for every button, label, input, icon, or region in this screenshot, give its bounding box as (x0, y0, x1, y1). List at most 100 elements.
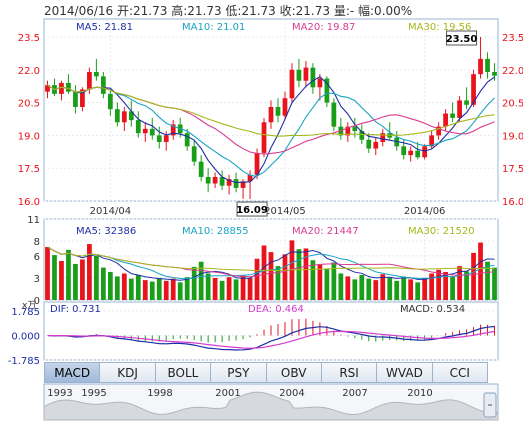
overview-year-label: 2004 (279, 388, 304, 399)
tab-obv[interactable]: OBV (266, 362, 322, 383)
tab-cci[interactable]: CCI (432, 362, 488, 383)
candle-body (94, 71, 99, 77)
candle-body (471, 74, 476, 105)
tab-macd[interactable]: MACD (44, 362, 101, 383)
candle-body (170, 124, 176, 136)
volume-bar (492, 267, 497, 300)
macd-tick: -1.785 (8, 356, 40, 367)
volume-bar (478, 242, 483, 300)
volume-bar (436, 269, 442, 300)
dea-legend: DEA: 0.464 (248, 304, 304, 315)
volume-bar (415, 282, 421, 300)
x-tick-label: 2014/06 (404, 206, 446, 217)
candle-body (373, 141, 379, 149)
volume-bar (282, 254, 288, 300)
volume-bar (443, 272, 448, 300)
candle-body (156, 135, 162, 142)
volume-legend-item: MA30: 21520 (408, 226, 475, 237)
candle-body (450, 113, 455, 118)
candle-body (296, 69, 302, 81)
overview-year-label: 2010 (407, 388, 432, 399)
volume-bar (338, 273, 344, 300)
candle-body (408, 150, 414, 156)
ma10-line (47, 84, 495, 177)
candle-body (45, 85, 50, 92)
candle-body (415, 150, 421, 158)
candle-body (128, 111, 134, 121)
price-tick-left: 23.5 (18, 33, 40, 44)
volume-bar (485, 261, 490, 300)
overview-year-label: 1993 (47, 388, 72, 399)
candle-body (485, 58, 490, 72)
candle-body (359, 131, 365, 140)
high-label: 23.50 (446, 34, 478, 45)
volume-bar (275, 266, 281, 300)
candle-body (380, 133, 386, 142)
volume-tick: 0 (34, 296, 40, 307)
tab-psy[interactable]: PSY (211, 362, 267, 383)
tab-boll[interactable]: BOLL (155, 362, 212, 383)
volume-bar (45, 246, 50, 300)
candle-body (289, 69, 295, 99)
volume-bar (422, 277, 428, 300)
tab-wvad[interactable]: WVAD (377, 362, 433, 383)
macd-tick: 0.000 (11, 332, 40, 343)
volume-tick: 11 (27, 215, 40, 226)
candle-body (324, 78, 330, 103)
volume-bar (401, 276, 407, 300)
candle-body (457, 100, 462, 118)
volume-bar (170, 278, 176, 300)
tab-rsi[interactable]: RSI (321, 362, 378, 383)
candle-body (191, 146, 197, 162)
volume-bar (352, 279, 358, 300)
volume-tick: 6 (34, 252, 40, 263)
price-tick-left: 19.0 (18, 131, 40, 142)
price-legend-item: MA30: 19.56 (408, 22, 471, 33)
volume-bar (100, 267, 106, 300)
volume-bar (156, 277, 162, 300)
candle-body (282, 98, 288, 116)
price-tick-right: 16.0 (502, 197, 523, 208)
high-label-box (446, 30, 478, 46)
candle-body (366, 139, 372, 149)
tab-kdj[interactable]: KDJ (100, 362, 156, 383)
volume-bar (408, 279, 414, 300)
volume-bar (149, 281, 155, 300)
volume-bar (191, 266, 197, 300)
candle-body (59, 82, 64, 94)
volume-bar (87, 244, 92, 300)
price-tick-right: 20.5 (502, 99, 523, 110)
dif-legend: DIF: 0.731 (50, 304, 101, 315)
candle-body (422, 146, 428, 158)
candle-body (268, 106, 274, 123)
candle-body (142, 128, 148, 134)
volume-tick: 8 (34, 237, 40, 248)
candle-body (219, 176, 225, 186)
candle-body (149, 128, 155, 136)
volume-legend-item: MA10: 28855 (182, 226, 249, 237)
candle-body (478, 58, 483, 75)
volume-bar (394, 280, 400, 300)
candle-body (345, 126, 351, 136)
candle-body (107, 93, 113, 110)
macd-tick: 1.785 (11, 307, 40, 318)
overview-panel: 1993 1995 1998 2001 2004 2007 2010 (43, 383, 499, 421)
volume-bar (359, 274, 365, 300)
price-panel: 23.5 23.5 22.0 22.0 20.5 20.5 19.0 19.0 17.5 17.5… (18, 18, 523, 217)
candle-body (233, 179, 239, 188)
candle-body (247, 174, 253, 182)
low-label-box (236, 201, 268, 217)
volume-ma30-line (47, 246, 495, 272)
macd-legend: MACD: 0.534 (400, 304, 465, 315)
volume-bar (80, 259, 85, 300)
candle-body (212, 176, 218, 184)
price-tick-right: 22.0 (502, 66, 523, 77)
overview-history (43, 391, 499, 421)
price-legend-item: MA5: 21.81 (76, 22, 133, 33)
candle-body (303, 67, 309, 81)
volume-bar (212, 277, 218, 300)
volume-bar (240, 275, 246, 300)
volume-bar (254, 258, 260, 300)
price-tick-right: 17.5 (502, 164, 523, 175)
volume-bar (135, 274, 141, 300)
